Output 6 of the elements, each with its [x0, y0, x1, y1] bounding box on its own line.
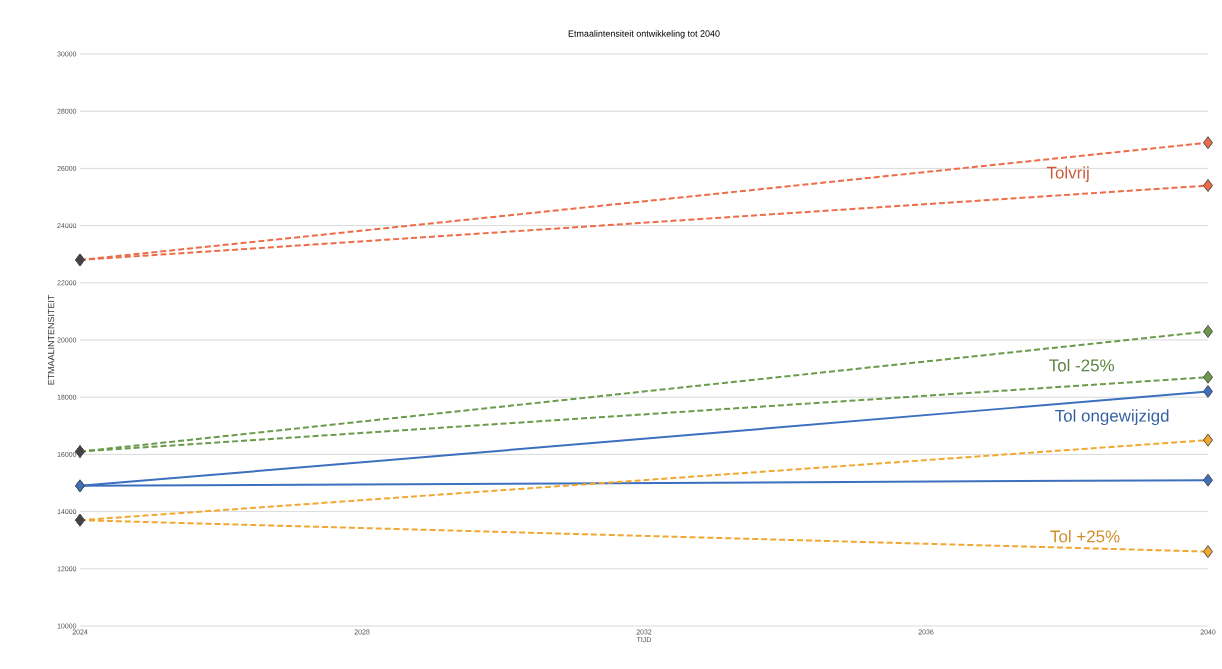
annotation: Tol ongewijzigd — [1055, 409, 1169, 426]
annotation: Tolvrij — [1046, 166, 1089, 183]
annotation: Tol +25% — [1050, 529, 1120, 543]
chart-title: Etmaalintensiteit ontwikkeling tot 2040 — [568, 30, 720, 39]
y-axis-title: ETMAALINTENSITEIT — [47, 294, 55, 385]
annotation: Tol -25% — [1049, 358, 1114, 372]
